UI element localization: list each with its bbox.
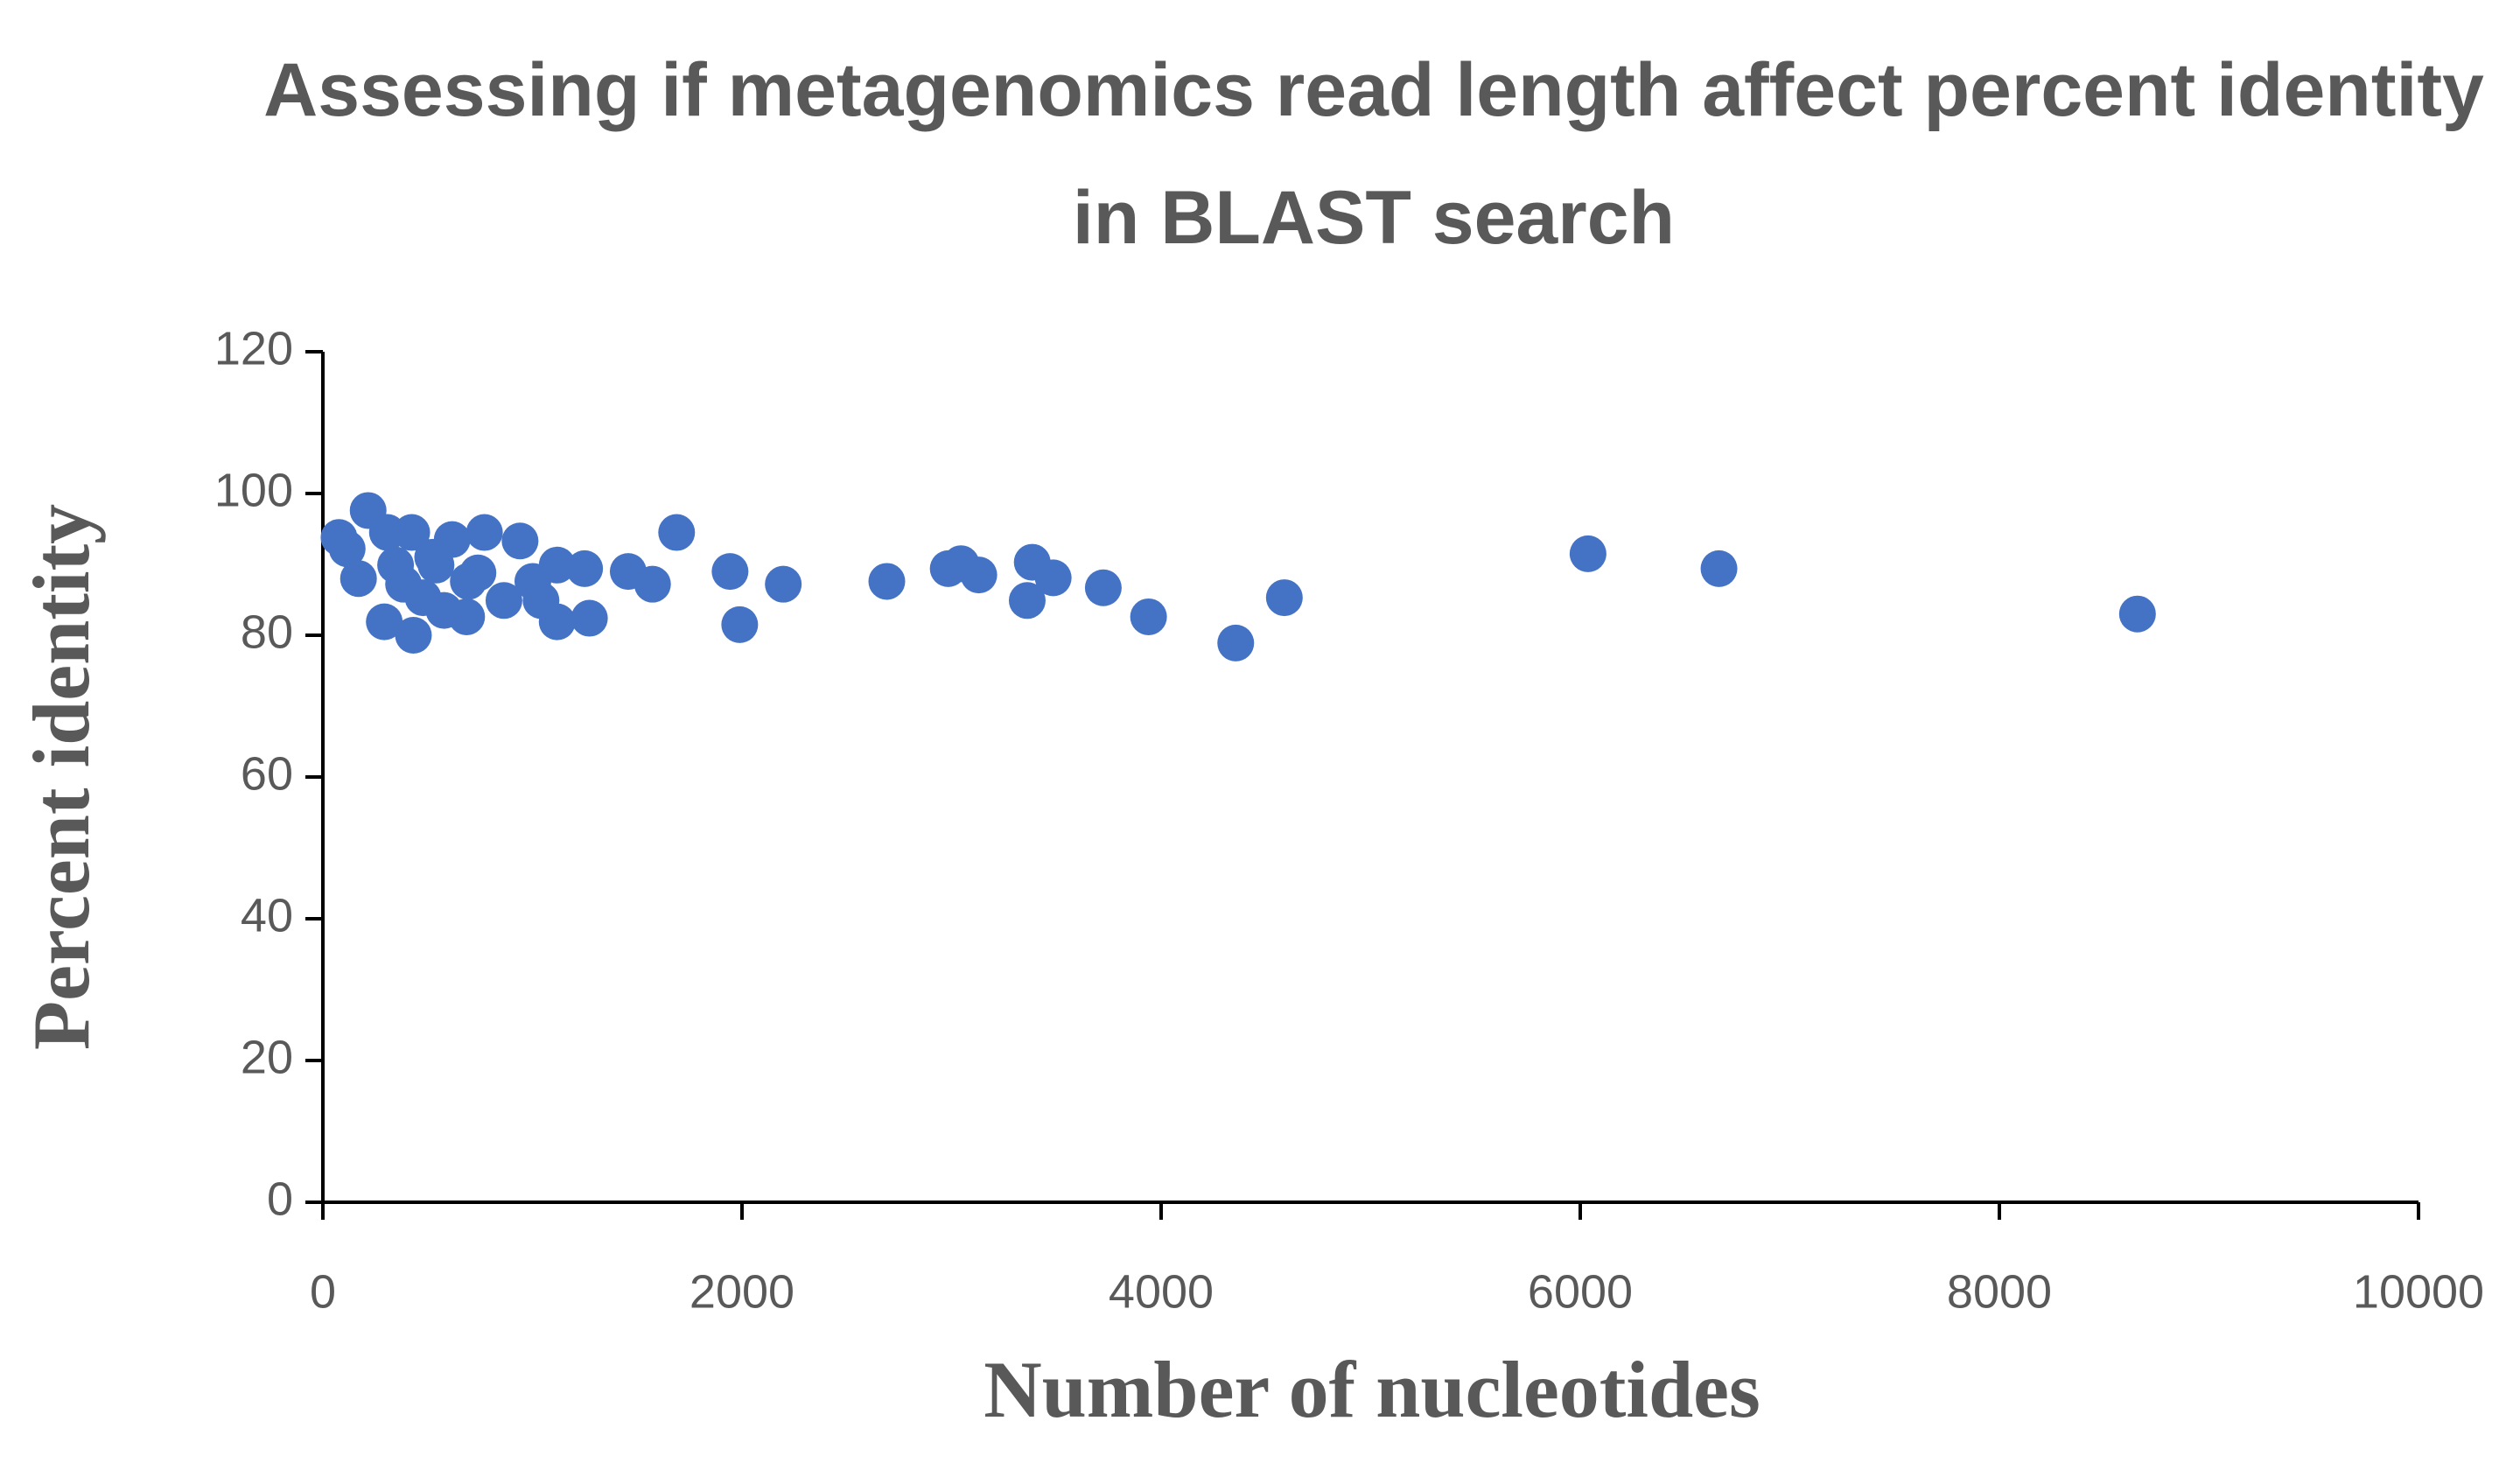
point xyxy=(868,563,906,600)
y-tick-label: 60 xyxy=(241,747,293,800)
point xyxy=(340,560,377,598)
point xyxy=(328,530,366,568)
y-tick-label: 100 xyxy=(214,464,293,516)
point xyxy=(448,598,486,635)
x-tick-label: 2000 xyxy=(690,1265,794,1318)
point xyxy=(1265,579,1303,617)
x-tick-label: 6000 xyxy=(1528,1265,1633,1318)
point xyxy=(1008,582,1046,620)
point xyxy=(721,606,759,643)
point xyxy=(1569,535,1606,572)
y-tick-label: 80 xyxy=(241,606,293,658)
point xyxy=(570,599,608,637)
point xyxy=(1700,550,1738,587)
point xyxy=(433,521,471,558)
point xyxy=(538,603,576,640)
point xyxy=(393,514,430,551)
point xyxy=(634,565,671,603)
x-tick-label: 0 xyxy=(310,1265,336,1318)
point xyxy=(366,603,403,640)
point xyxy=(395,617,432,654)
point xyxy=(1084,569,1122,606)
point xyxy=(466,514,503,551)
y-tick-label: 40 xyxy=(241,889,293,942)
y-tick-label: 20 xyxy=(241,1031,293,1083)
y-tick-label: 120 xyxy=(214,322,293,374)
point xyxy=(1130,598,1167,635)
point xyxy=(658,514,696,551)
point xyxy=(485,582,522,620)
x-tick-label: 10000 xyxy=(2353,1265,2484,1318)
point xyxy=(960,556,998,594)
chart-title: Assessing if metagenomics read length af… xyxy=(263,48,2484,260)
x-tick-label: 8000 xyxy=(1947,1265,2052,1318)
point xyxy=(459,554,497,592)
point xyxy=(711,553,749,591)
point xyxy=(501,522,539,560)
x-tick-label: 4000 xyxy=(1109,1265,1214,1318)
point xyxy=(765,565,802,603)
y-tick-label: 0 xyxy=(267,1172,293,1225)
point xyxy=(1034,559,1072,597)
point xyxy=(1217,624,1255,662)
x-axis-title: Number of nucleotides xyxy=(984,1345,1760,1434)
point xyxy=(538,546,576,584)
y-axis-title: Percent identity xyxy=(17,504,106,1050)
point xyxy=(566,550,604,587)
point xyxy=(2118,595,2156,633)
